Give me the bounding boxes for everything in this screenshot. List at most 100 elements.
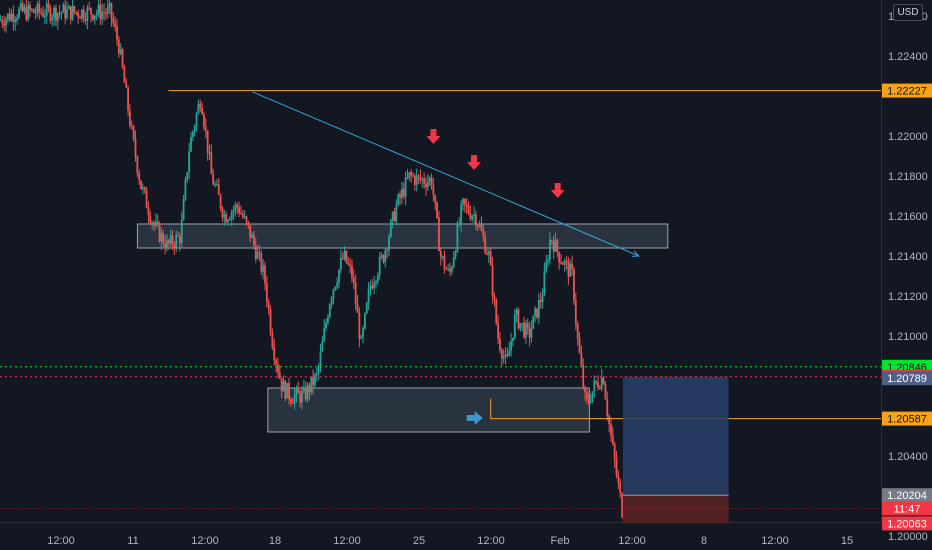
candle (116, 27, 118, 40)
candle (177, 235, 179, 236)
candle (61, 13, 63, 14)
candle (288, 383, 290, 399)
candle (488, 251, 490, 254)
candle (579, 339, 581, 353)
candle (12, 14, 14, 22)
price-tag-label: 1.20587 (887, 414, 927, 426)
candle (592, 391, 594, 401)
candle (347, 263, 349, 264)
candle (272, 333, 274, 348)
candle (314, 375, 316, 386)
candle (103, 12, 105, 13)
candle (77, 12, 79, 17)
candle (75, 12, 77, 13)
candle (399, 194, 401, 197)
candle (129, 110, 131, 125)
candle (131, 126, 133, 127)
candle (425, 184, 427, 187)
candle (235, 205, 237, 210)
lower-zone[interactable] (268, 388, 590, 432)
candle (157, 222, 159, 224)
y-tick-label: 1.21000 (888, 331, 928, 343)
candle (29, 5, 31, 10)
candle (194, 126, 196, 131)
candle (466, 205, 468, 206)
candle (312, 377, 314, 386)
candle (549, 240, 551, 260)
candle (74, 6, 76, 12)
candle (299, 393, 301, 403)
candle (68, 6, 70, 9)
candle (164, 244, 166, 249)
candle (5, 19, 7, 26)
candle (172, 235, 174, 245)
candle (392, 212, 394, 221)
candle (429, 178, 431, 182)
candle (246, 216, 248, 221)
candle (514, 315, 516, 338)
candle (605, 384, 607, 399)
candle (551, 240, 553, 241)
candle (140, 180, 142, 189)
candle (105, 13, 107, 14)
candle (355, 283, 357, 304)
candle (608, 416, 610, 424)
candle (155, 222, 157, 226)
candle (196, 114, 198, 127)
candle (225, 214, 227, 222)
candle (383, 255, 385, 262)
candle (122, 49, 124, 67)
candle (316, 373, 318, 375)
candle (51, 17, 53, 20)
candle (281, 378, 283, 391)
candle (590, 402, 592, 403)
candle (14, 20, 16, 22)
candle (279, 373, 281, 379)
candle (310, 377, 312, 392)
candle (497, 323, 499, 338)
candle (619, 483, 621, 493)
candle (468, 206, 470, 213)
candle (7, 14, 9, 19)
candle (259, 252, 261, 253)
position-stop-zone[interactable] (623, 495, 729, 523)
candle (477, 225, 479, 226)
candle (188, 151, 190, 172)
candle (370, 286, 372, 290)
candle (344, 251, 346, 259)
candle (573, 269, 575, 301)
candle (427, 182, 429, 187)
candle (408, 172, 410, 178)
candle (66, 9, 68, 18)
candle (379, 257, 381, 275)
candle (216, 184, 218, 185)
currency-label[interactable]: USD (893, 4, 923, 21)
position-target-zone[interactable] (623, 377, 729, 495)
candle (612, 435, 614, 443)
candle (1, 20, 3, 24)
candle (94, 16, 96, 20)
candle (55, 8, 57, 21)
candle (329, 304, 331, 317)
candle (305, 388, 307, 400)
candle (473, 214, 475, 216)
upper-zone[interactable] (137, 224, 667, 248)
candle (114, 23, 116, 27)
candle (118, 40, 120, 54)
candle (264, 265, 266, 283)
candle (499, 339, 501, 350)
candle (9, 14, 11, 21)
candle (342, 258, 344, 259)
candle (46, 4, 48, 17)
candle (31, 9, 33, 10)
y-tick-label: 1.20000 (888, 531, 928, 543)
candle (421, 179, 423, 180)
candle (151, 223, 153, 224)
candle (323, 328, 325, 341)
candle (257, 252, 259, 259)
candle (495, 300, 497, 323)
candle (240, 213, 242, 214)
candle (597, 383, 599, 388)
candle (270, 309, 272, 333)
